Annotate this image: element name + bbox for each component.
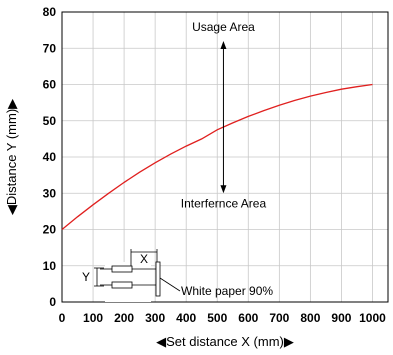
y-tick-label: 30 [43, 186, 57, 200]
y-tick-label: 0 [49, 295, 56, 309]
x-tick-label: 300 [145, 311, 165, 325]
white-paper-label: White paper 90% [181, 284, 273, 298]
x-tick-label: 200 [114, 311, 134, 325]
y-tick-labels: 0 10 20 30 40 50 60 70 80 [43, 5, 57, 309]
y-tick-label: 20 [43, 223, 57, 237]
usage-area-label: Usage Area [192, 20, 255, 34]
x-axis-label: ◀Set distance X (mm)▶ [156, 334, 294, 349]
y-tick-label: 50 [43, 114, 57, 128]
x-tick-label: 0 [59, 311, 66, 325]
sensor-diagram: X Y [82, 249, 181, 302]
x-tick-label: 700 [269, 311, 289, 325]
y-tick-label: 60 [43, 78, 57, 92]
inset-y-label: Y [82, 270, 90, 284]
plot-frame [61, 11, 389, 303]
x-tick-label: 900 [331, 311, 351, 325]
interference-area-label: Interfernce Area [181, 196, 267, 210]
grid [61, 11, 388, 303]
y-tick-label: 40 [43, 150, 57, 164]
x-tick-label: 500 [207, 311, 227, 325]
inset-x-label: X [140, 252, 148, 266]
y-tick-label: 70 [43, 41, 57, 55]
x-tick-labels: 0 100 200 300 400 500 600 700 800 900 1000 [59, 311, 386, 325]
y-axis-label: ◀Distance Y (mm)▶ [4, 99, 19, 215]
series-line [61, 83, 373, 231]
x-tick-label: 100 [83, 311, 103, 325]
double-arrow [220, 41, 227, 194]
x-tick-label: 400 [176, 311, 196, 325]
y-tick-label: 10 [43, 259, 57, 273]
x-tick-label: 800 [300, 311, 320, 325]
x-tick-label: 600 [238, 311, 258, 325]
x-tick-label: 1000 [359, 311, 386, 325]
y-tick-label: 80 [43, 5, 57, 19]
